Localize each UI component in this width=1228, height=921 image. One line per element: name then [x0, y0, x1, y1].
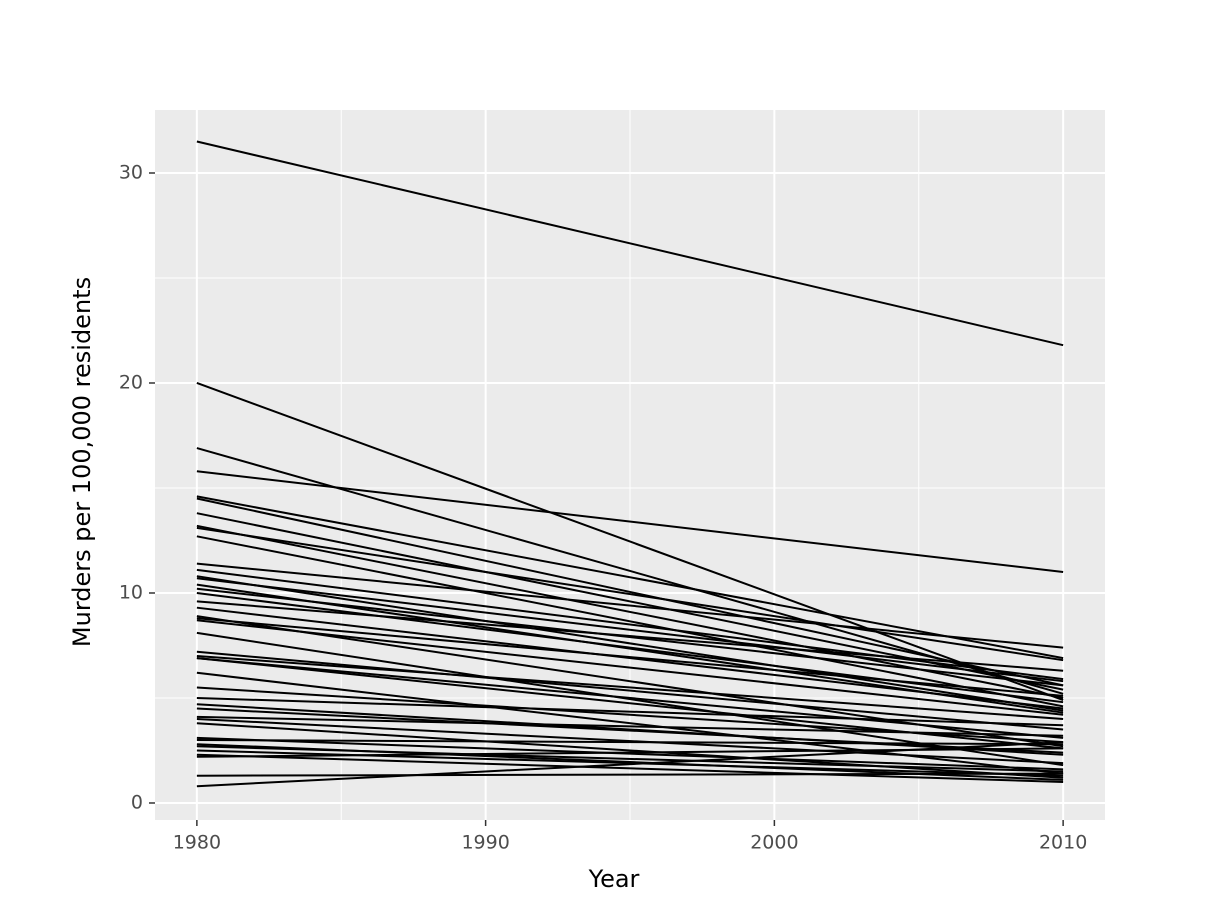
x-axis-label: Year: [588, 865, 640, 893]
series-line: [196, 470, 1064, 573]
series-line: [196, 619, 1064, 716]
y-tick-label: 30: [119, 161, 143, 183]
series-line: [196, 600, 1064, 672]
series-line: [196, 772, 1064, 777]
y-tick-label: 0: [131, 791, 143, 813]
x-tick-label: 1980: [173, 832, 221, 854]
series-line: [196, 606, 1064, 710]
series-line: [196, 715, 1064, 737]
series-line: [196, 587, 1064, 687]
series-line: [196, 495, 1064, 660]
series-line: [196, 650, 1064, 731]
series-line: [196, 497, 1064, 687]
series-line: [196, 568, 1064, 681]
series-line: [196, 741, 1064, 788]
x-tick-label: 2010: [1039, 832, 1087, 854]
series-line: [196, 577, 1064, 683]
series-line: [196, 722, 1064, 779]
series-line: [196, 526, 1064, 662]
series-line: [196, 654, 1064, 720]
y-axis-label: Murders per 100,000 residents: [68, 277, 96, 647]
series-line: [196, 736, 1064, 771]
series-line: [196, 140, 1064, 347]
series-line: [196, 703, 1064, 756]
series-line: [196, 575, 1064, 712]
series-line: [196, 753, 1064, 783]
series-line: [196, 671, 1064, 775]
series-line: [196, 617, 1064, 697]
series-line: [196, 657, 1064, 739]
series-line: [196, 562, 1064, 649]
series-line: [196, 592, 1064, 704]
series-line: [196, 738, 1064, 746]
lines: [196, 140, 1064, 788]
series-line: [196, 382, 1064, 702]
x-tick-label: 1990: [461, 832, 509, 854]
y-tick-label: 10: [119, 581, 143, 603]
series-line: [196, 447, 1064, 695]
series-line: [196, 707, 1064, 754]
series-line: [196, 535, 1064, 708]
x-tick-label: 2000: [750, 832, 798, 854]
series-line: [196, 717, 1064, 765]
y-tick-label: 20: [119, 371, 143, 393]
series-line: [196, 745, 1064, 773]
series-line: [196, 696, 1064, 727]
